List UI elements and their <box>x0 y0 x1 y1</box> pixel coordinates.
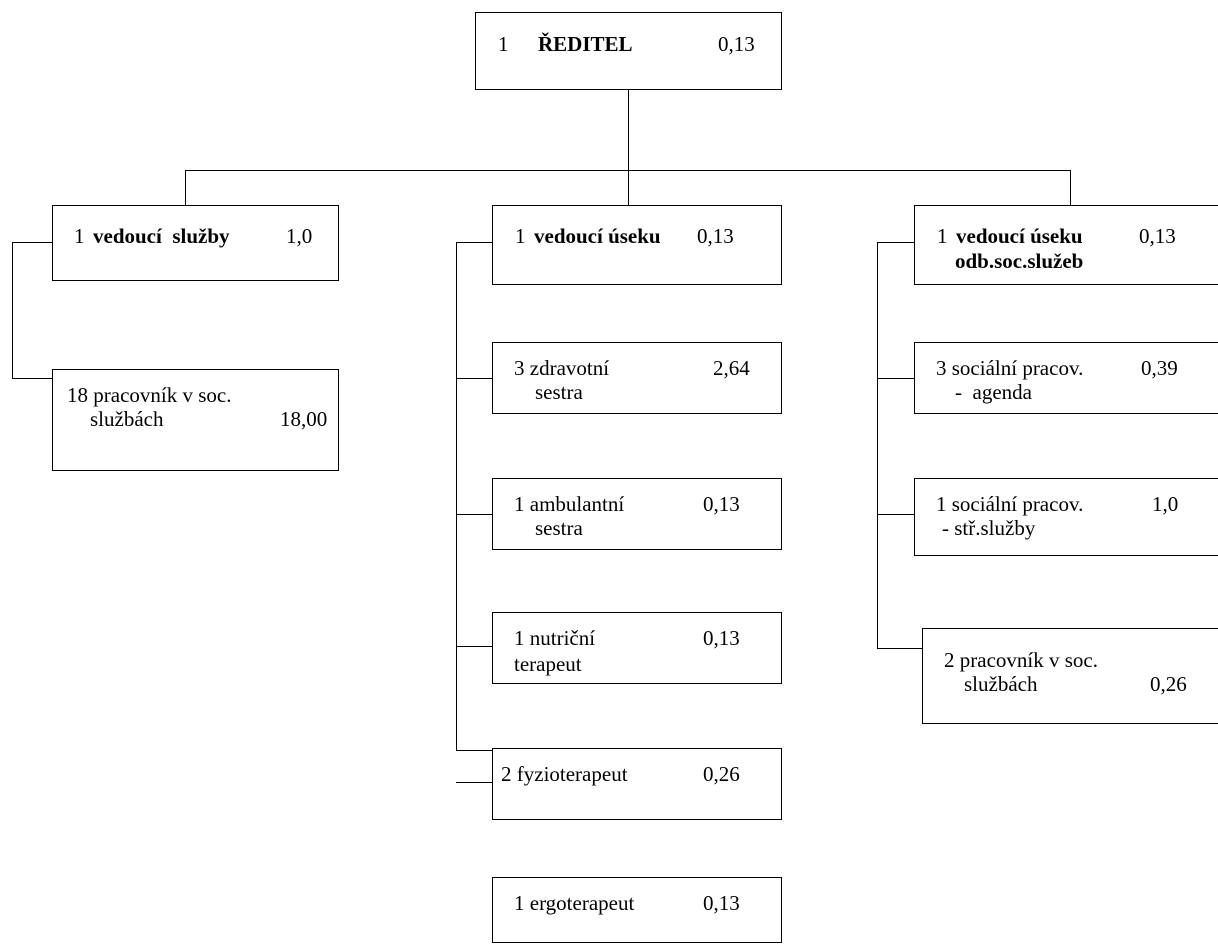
middle-item-value: 0,13 <box>703 626 740 650</box>
left-item-line1: 18 pracovník v soc. <box>67 383 232 407</box>
middle-head-box: 1 vedoucí úseku 0,13 <box>492 205 782 285</box>
middle-item-line2: sestra <box>535 516 583 540</box>
right-item-value: 0,39 <box>1141 356 1178 380</box>
middle-item-box: 1 ergoterapeut 0,13 <box>492 877 782 943</box>
middle-branch-1 <box>456 378 492 379</box>
right-branch-3 <box>877 648 922 649</box>
middle-item-line1: 2 fyzioterapeut <box>501 762 628 786</box>
middle-spine-top <box>456 242 492 243</box>
middle-item-line1: 1 nutriční <box>514 626 596 650</box>
middle-item-line1: 3 zdravotní <box>514 356 610 380</box>
right-item-line2: službách <box>964 672 1038 696</box>
left-spine-branch <box>12 378 52 379</box>
right-branch-1 <box>877 378 914 379</box>
middle-branch-3 <box>456 646 492 647</box>
right-item-box: 3 sociální pracov. - agenda 0,39 <box>914 342 1218 414</box>
left-head-box: 1 vedoucí služby 1,0 <box>52 205 339 281</box>
director-title: ŘEDITEL <box>538 32 633 56</box>
left-item-value: 18,00 <box>280 407 328 431</box>
middle-item-value: 0,13 <box>703 891 740 915</box>
left-head-title: vedoucí služby <box>93 224 230 248</box>
director-value: 0,13 <box>718 32 755 56</box>
middle-head-value: 0,13 <box>697 224 734 248</box>
middle-item-value: 2,64 <box>713 356 750 380</box>
right-head-count: 1 <box>937 224 948 248</box>
right-branch-2 <box>877 514 914 515</box>
right-head-box: 1 vedoucí úseku odb.soc.služeb 0,13 <box>914 205 1218 285</box>
right-item-line1: 1 sociální pracov. <box>936 492 1084 516</box>
left-spine <box>12 242 13 378</box>
middle-spine <box>456 242 457 750</box>
left-head-count: 1 <box>74 224 85 248</box>
middle-item-line2: sestra <box>535 380 583 404</box>
left-spine-top <box>12 242 52 243</box>
right-item-line1: 3 sociální pracov. <box>936 356 1084 380</box>
middle-drop-line <box>628 170 629 205</box>
right-head-value: 0,13 <box>1139 224 1176 248</box>
middle-item-box: 2 fyzioterapeut 0,26 <box>492 748 782 820</box>
middle-item-value: 0,13 <box>703 492 740 516</box>
left-drop-line <box>185 170 186 205</box>
left-item-box: 18 pracovník v soc. službách 18,00 <box>52 369 339 471</box>
director-box: 1 ŘEDITEL 0,13 <box>475 12 782 90</box>
right-item-line1: 2 pracovník v soc. <box>944 648 1098 672</box>
right-item-box: 2 pracovník v soc. službách 0,26 <box>922 628 1218 724</box>
middle-branch-2 <box>456 514 492 515</box>
right-drop-line <box>1070 170 1071 205</box>
middle-item-value: 0,26 <box>703 762 740 786</box>
left-head-value: 1,0 <box>286 224 313 248</box>
right-item-value: 1,0 <box>1152 492 1179 516</box>
middle-item-line2: terapeut <box>514 652 582 676</box>
middle-item-box: 1 nutriční terapeut 0,13 <box>492 612 782 684</box>
right-head-title2: odb.soc.služeb <box>955 249 1084 273</box>
director-count: 1 <box>498 32 509 56</box>
right-spine <box>877 242 878 648</box>
middle-item-box: 3 zdravotní sestra 2,64 <box>492 342 782 414</box>
middle-head-count: 1 <box>515 224 526 248</box>
middle-head-title: vedoucí úseku <box>534 224 661 248</box>
middle-branch-4 <box>456 782 492 783</box>
middle-item-line1: 1 ergoterapeut <box>514 891 635 915</box>
right-head-title: vedoucí úseku <box>956 224 1083 248</box>
middle-item-box: 1 ambulantní sestra 0,13 <box>492 478 782 550</box>
left-item-line2: službách <box>90 407 164 431</box>
right-item-line2: - agenda <box>955 380 1032 404</box>
director-connector <box>628 90 629 170</box>
right-item-value: 0,26 <box>1150 672 1187 696</box>
right-spine-top <box>877 242 914 243</box>
middle-item-line1: 1 ambulantní <box>514 492 625 516</box>
middle-branch-5 <box>456 750 492 751</box>
right-item-line2: - stř.služby <box>942 516 1036 540</box>
right-item-box: 1 sociální pracov. - stř.služby 1,0 <box>914 478 1218 556</box>
